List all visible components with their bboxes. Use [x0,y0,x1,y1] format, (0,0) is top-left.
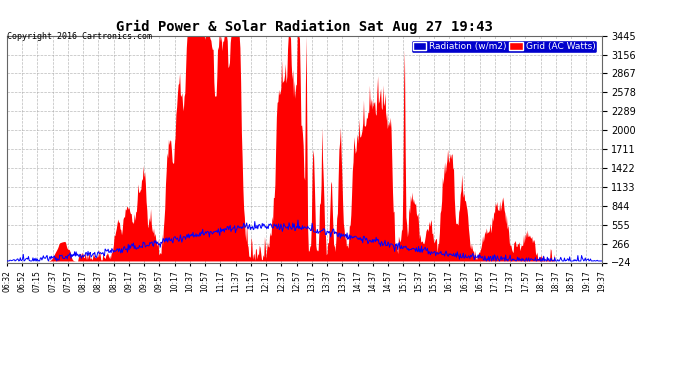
Text: Copyright 2016 Cartronics.com: Copyright 2016 Cartronics.com [7,32,152,41]
Title: Grid Power & Solar Radiation Sat Aug 27 19:43: Grid Power & Solar Radiation Sat Aug 27 … [116,20,493,34]
Legend: Radiation (w/m2), Grid (AC Watts): Radiation (w/m2), Grid (AC Watts) [411,40,597,53]
